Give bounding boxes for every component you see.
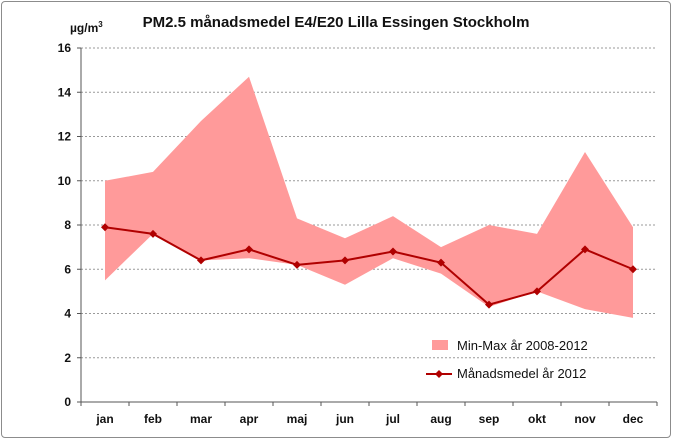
y-tick-label: 8 (64, 218, 71, 232)
x-tick-label: dec (623, 412, 644, 426)
y-tick-label: 6 (64, 262, 71, 276)
data-point (341, 256, 349, 265)
x-tick-label: feb (144, 412, 162, 426)
data-point (389, 247, 397, 256)
y-tick-label: 10 (58, 174, 72, 188)
data-point (149, 229, 157, 238)
x-tick-label: nov (574, 412, 596, 426)
min-max-band (105, 76, 633, 318)
series-line-manadsmedel (104, 226, 634, 306)
data-point (581, 245, 589, 254)
y-tick-label: 12 (58, 130, 72, 144)
y-tick-label: 14 (58, 85, 72, 99)
data-point (629, 265, 637, 274)
x-tick-label: jun (335, 412, 354, 426)
data-point (245, 245, 253, 254)
y-tick-label: 2 (64, 351, 71, 365)
y-axis-unit: µg/m (70, 21, 99, 35)
chart-title: PM2.5 månadsmedel E4/E20 Lilla Essingen … (142, 14, 530, 31)
y-tick-label: 4 (64, 307, 71, 321)
y-axis-unit-exponent: 3 (98, 20, 103, 29)
data-point (197, 256, 205, 265)
data-point (437, 258, 445, 267)
legend-swatch-band (432, 340, 448, 350)
y-tick-label: 0 (64, 395, 71, 409)
x-tick-label: aug (430, 412, 451, 426)
data-point (101, 223, 109, 232)
x-tick-label: jan (95, 412, 113, 426)
data-point (533, 287, 541, 296)
legend-swatch-marker (435, 370, 443, 378)
legend-label-band: Min-Max år 2008-2012 (457, 338, 588, 353)
x-tick-label: maj (287, 412, 308, 426)
y-axis-label: µg/m3 (70, 20, 103, 35)
data-point (485, 300, 493, 309)
x-tick-label: okt (528, 412, 546, 426)
x-tick-label: mar (190, 412, 212, 426)
x-tick-label: apr (240, 412, 259, 426)
y-tick-label: 16 (58, 41, 72, 55)
data-point (293, 260, 301, 269)
legend-label-line: Månadsmedel år 2012 (457, 366, 586, 381)
plot-area: 0 2 4 6 8 10 12 14 16 jan feb mar apr maj jun jul aug sep… (58, 41, 658, 426)
x-tick-label: sep (479, 412, 500, 426)
x-tick-label: jul (385, 412, 400, 426)
